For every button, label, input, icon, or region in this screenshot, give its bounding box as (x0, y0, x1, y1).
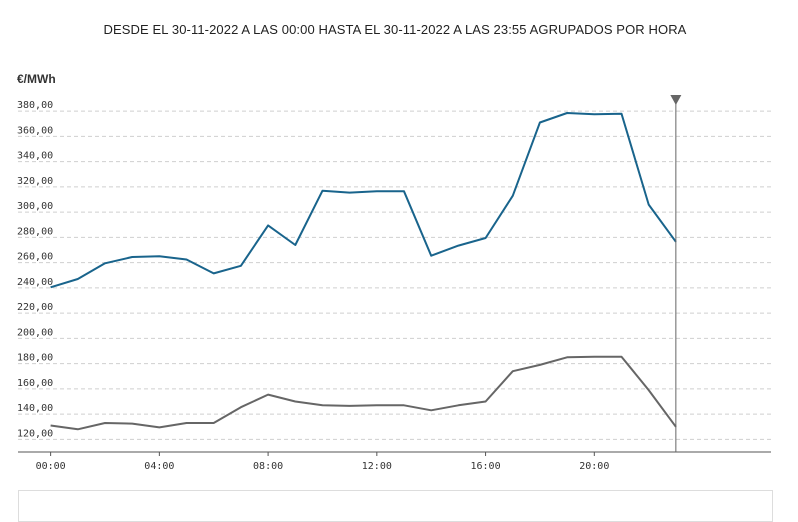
x-tick-label: 00:00 (36, 461, 66, 472)
hover-cursor[interactable] (670, 95, 682, 452)
y-tick-label: 220,00 (17, 302, 53, 313)
x-tick-label: 08:00 (253, 461, 283, 472)
y-tick-label: 160,00 (17, 378, 53, 389)
y-tick-label: 260,00 (17, 252, 53, 263)
y-tick-label: 280,00 (17, 226, 53, 237)
chart-title: DESDE EL 30-11-2022 A LAS 00:00 HASTA EL… (103, 22, 687, 37)
y-axis-ticks: 120,00 140,00 160,00 180,00 200,00 220,00 240,… (17, 100, 53, 439)
series-line-2 (50, 355, 677, 431)
line-chart: 120,00 140,00 160,00 180,00 200,00 220,00 240,… (17, 95, 771, 472)
y-tick-label: 240,00 (17, 277, 53, 288)
y-tick-label: 200,00 (17, 327, 53, 338)
series-lines (50, 112, 677, 431)
cursor-handle-icon[interactable] (670, 95, 682, 105)
y-tick-label: 380,00 (17, 100, 53, 111)
y-tick-label: 340,00 (17, 151, 53, 162)
x-tick-label: 16:00 (471, 461, 501, 472)
grid-lines (18, 110, 771, 440)
y-tick-label: 360,00 (17, 125, 53, 136)
data-table-panel (18, 490, 773, 522)
x-tick-label: 20:00 (579, 461, 609, 472)
y-axis-unit-label: €/MWh (17, 72, 56, 86)
series-line-1 (50, 112, 677, 289)
y-tick-label: 140,00 (17, 403, 53, 414)
y-tick-label: 300,00 (17, 201, 53, 212)
y-tick-label: 320,00 (17, 176, 53, 187)
x-tick-label: 04:00 (144, 461, 174, 472)
x-tick-label: 12:00 (362, 461, 392, 472)
y-tick-label: 180,00 (17, 353, 53, 364)
x-axis-ticks: 00:00 04:00 08:00 12:00 16:00 20:00 (36, 452, 609, 472)
y-tick-label: 120,00 (17, 428, 53, 439)
